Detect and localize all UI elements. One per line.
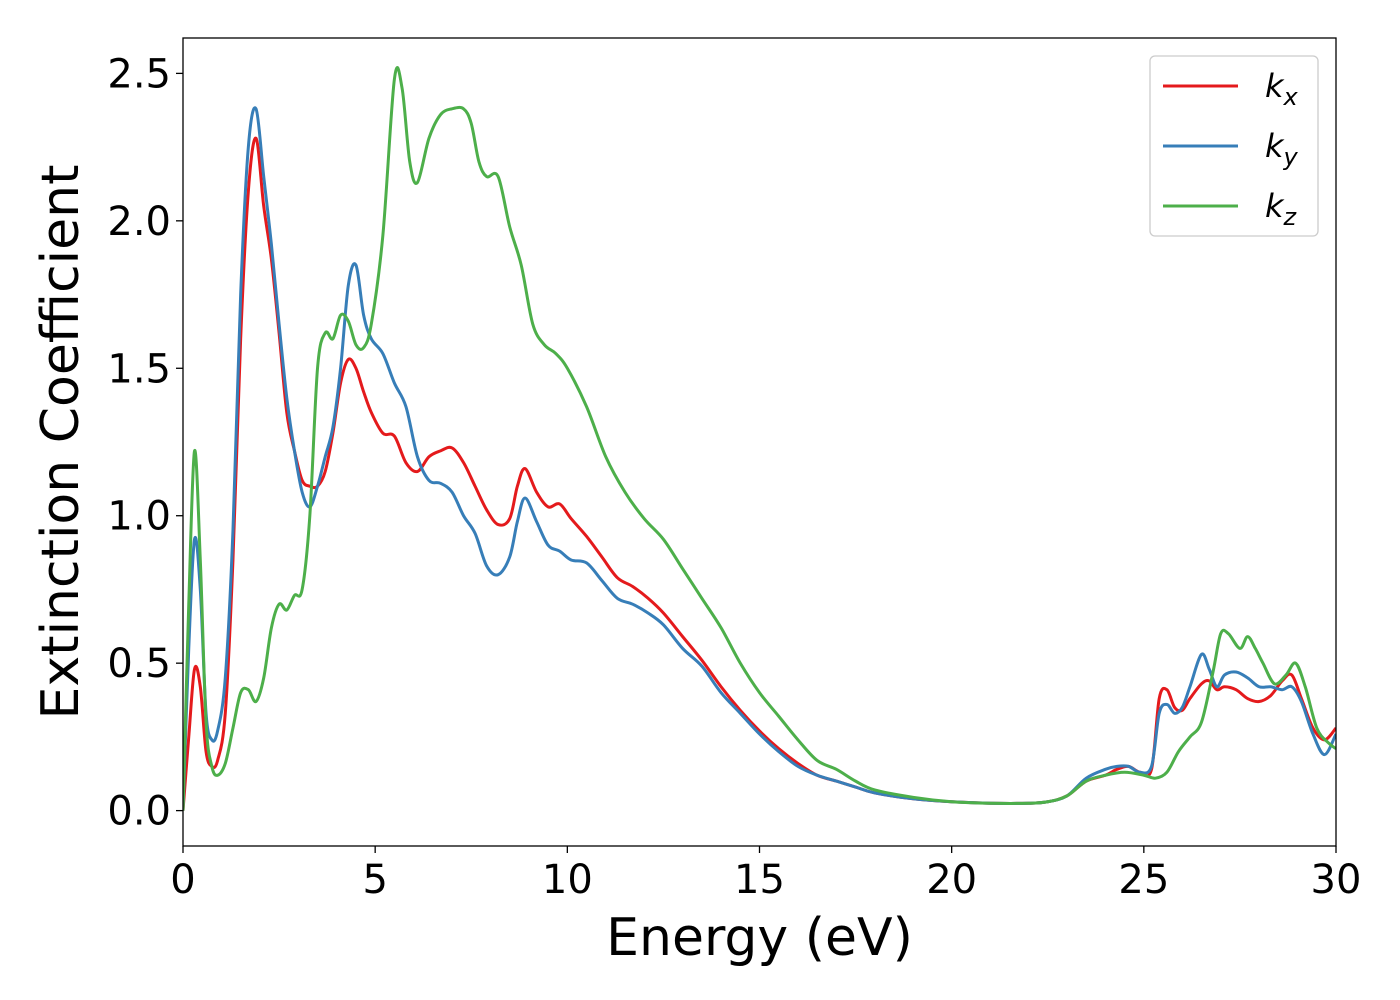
x-tick-label: 5 bbox=[362, 857, 387, 903]
y-tick-label: 2.5 bbox=[107, 51, 171, 97]
x-tick-label: 25 bbox=[1118, 857, 1169, 903]
legend-label-main: k bbox=[1265, 127, 1285, 165]
series-line-x bbox=[183, 136, 1336, 811]
x-tick-label: 0 bbox=[170, 857, 195, 903]
series-line-z bbox=[183, 66, 1336, 811]
legend-label-subscript: x bbox=[1283, 83, 1299, 111]
series-line-y bbox=[183, 106, 1336, 811]
y-tick-label: 1.0 bbox=[107, 494, 171, 540]
x-tick-label: 30 bbox=[1311, 857, 1362, 903]
y-tick-label: 1.5 bbox=[107, 346, 171, 392]
y-tick-label: 0.0 bbox=[107, 789, 171, 835]
legend-label-z: kz bbox=[1265, 187, 1298, 231]
legend-label-subscript: y bbox=[1283, 143, 1299, 171]
legend-label-y: ky bbox=[1265, 127, 1299, 171]
x-tick-label: 10 bbox=[542, 857, 593, 903]
x-tick-label: 20 bbox=[926, 857, 977, 903]
x-axis: 0 5 10 15 20 25 30 bbox=[170, 846, 1361, 903]
legend-label-main: k bbox=[1265, 187, 1285, 225]
y-axis-label: Extinction Coefficient bbox=[31, 165, 91, 720]
x-tick-label: 15 bbox=[734, 857, 785, 903]
legend-label-x: kx bbox=[1265, 67, 1299, 111]
x-axis-label: Energy (eV) bbox=[606, 908, 913, 968]
legend-label-subscript: z bbox=[1283, 203, 1298, 231]
y-tick-label: 2.0 bbox=[107, 199, 171, 245]
y-tick-label: 0.5 bbox=[107, 641, 171, 687]
legend-label-main: k bbox=[1265, 67, 1285, 105]
y-axis: 0.0 0.5 1.0 1.5 2.0 2.5 bbox=[107, 51, 183, 835]
series-layer bbox=[183, 66, 1336, 811]
